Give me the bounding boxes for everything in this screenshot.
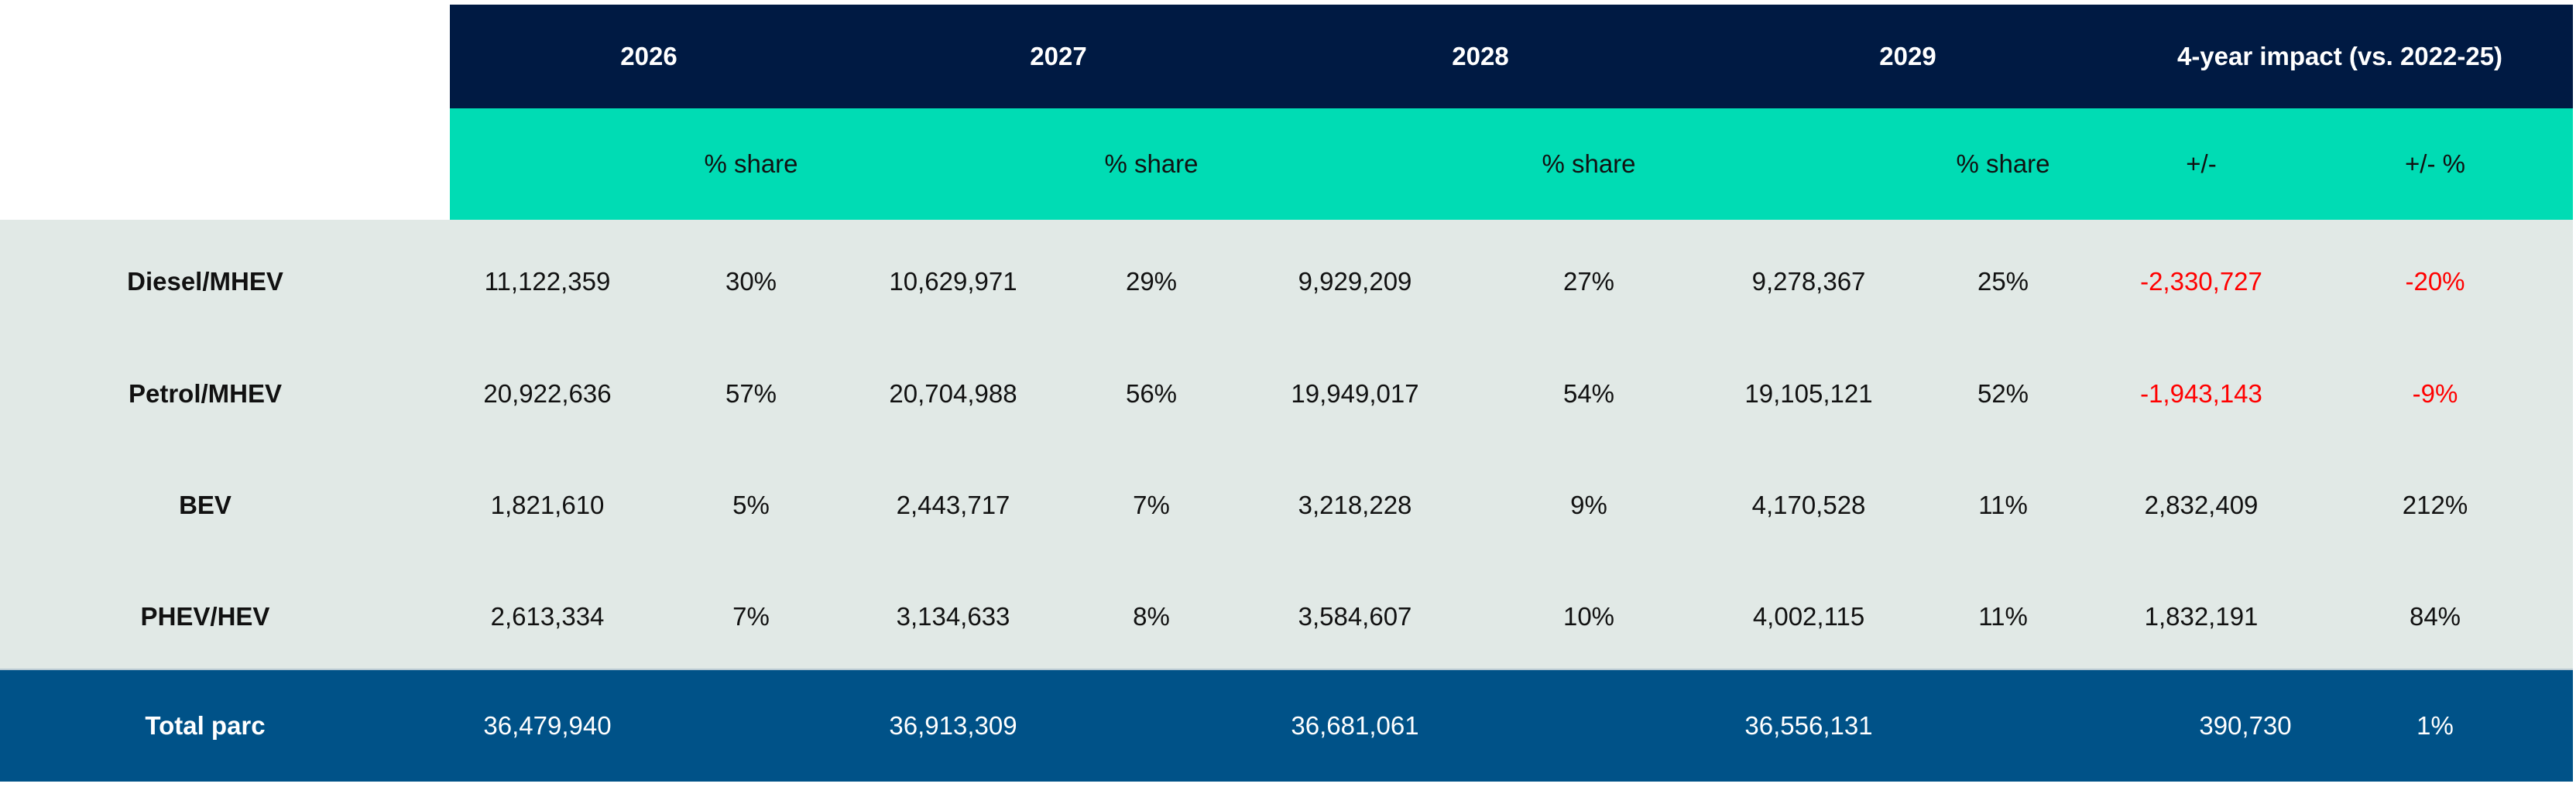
impact-header: 4-year impact (vs. 2022-25) (2176, 42, 2503, 70)
share-subheader: % share (1542, 149, 1636, 178)
share-cell: 8% (1133, 602, 1170, 631)
delta-pct-cell: 212% (2402, 491, 2468, 519)
share-cell: 54% (1562, 379, 1615, 408)
total-value-cell: 36,556,131 (1744, 711, 1873, 740)
delta-cell: 1,832,191 (2144, 602, 2259, 631)
delta-cell: -2,330,727 (2140, 267, 2262, 296)
value-cell: 4,170,528 (1751, 491, 1866, 519)
share-cell: 27% (1562, 267, 1615, 296)
header-row-subheaders (450, 108, 2573, 220)
share-cell: 30% (725, 267, 777, 296)
value-cell: 9,278,367 (1751, 267, 1866, 296)
value-cell: 2,443,717 (896, 491, 1010, 519)
value-cell: 4,002,115 (1752, 602, 1865, 631)
value-cell: 1,821,610 (490, 491, 605, 519)
year-header: 2026 (620, 42, 677, 70)
total-label: Total parc (145, 711, 266, 740)
value-cell: 3,134,633 (896, 602, 1010, 631)
delta-pct-cell: -20% (2405, 267, 2465, 296)
delta-cell: -1,943,143 (2140, 379, 2262, 408)
share-cell: 5% (732, 491, 770, 519)
total-delta-pct-cell: 1% (2417, 711, 2454, 740)
share-subheader: % share (1956, 149, 2050, 178)
total-row (0, 669, 2573, 782)
value-cell: 9,929,209 (1298, 267, 1412, 296)
value-cell: 2,613,334 (490, 602, 605, 631)
value-cell: 3,584,607 (1298, 602, 1412, 631)
row-label: PHEV/HEV (140, 602, 270, 631)
row-label: BEV (179, 491, 232, 519)
delta-pct-cell: 84% (2409, 602, 2461, 631)
year-header: 2027 (1030, 42, 1087, 70)
value-cell: 3,218,228 (1298, 491, 1412, 519)
share-cell: 29% (1125, 267, 1178, 296)
header-row-years (450, 5, 2573, 108)
delta-pct-cell: -9% (2412, 379, 2458, 408)
value-cell: 10,629,971 (889, 267, 1017, 296)
row-label: Diesel/MHEV (127, 267, 283, 296)
value-cell: 19,105,121 (1744, 379, 1873, 408)
share-cell: 25% (1977, 267, 2029, 296)
year-header: 2028 (1452, 42, 1509, 70)
delta-cell: 2,832,409 (2144, 491, 2259, 519)
year-header: 2029 (1879, 42, 1936, 70)
share-subheader: % share (1104, 149, 1199, 178)
value-cell: 20,704,988 (889, 379, 1017, 408)
share-cell: 52% (1977, 379, 2029, 408)
share-cell: 11% (1978, 602, 2028, 631)
value-cell: 11,122,359 (484, 267, 611, 296)
share-cell: 57% (725, 379, 777, 408)
value-cell: 19,949,017 (1291, 379, 1419, 408)
share-cell: 10% (1562, 602, 1615, 631)
total-delta-cell: 390,730 (2199, 711, 2292, 740)
delta-pct-subheader: +/- % (2405, 149, 2465, 178)
delta-subheader: +/- (2186, 149, 2217, 178)
share-cell: 56% (1125, 379, 1178, 408)
share-cell: 9% (1570, 491, 1607, 519)
total-value-cell: 36,479,940 (483, 711, 612, 740)
value-cell: 20,922,636 (483, 379, 612, 408)
share-cell: 7% (732, 602, 770, 631)
row-label: Petrol/MHEV (128, 379, 283, 408)
total-value-cell: 36,681,061 (1291, 711, 1419, 740)
share-cell: 7% (1133, 491, 1170, 519)
share-cell: 11% (1978, 491, 2028, 519)
total-value-cell: 36,913,309 (889, 711, 1017, 740)
table-body (0, 220, 2573, 669)
share-subheader: % share (704, 149, 798, 178)
